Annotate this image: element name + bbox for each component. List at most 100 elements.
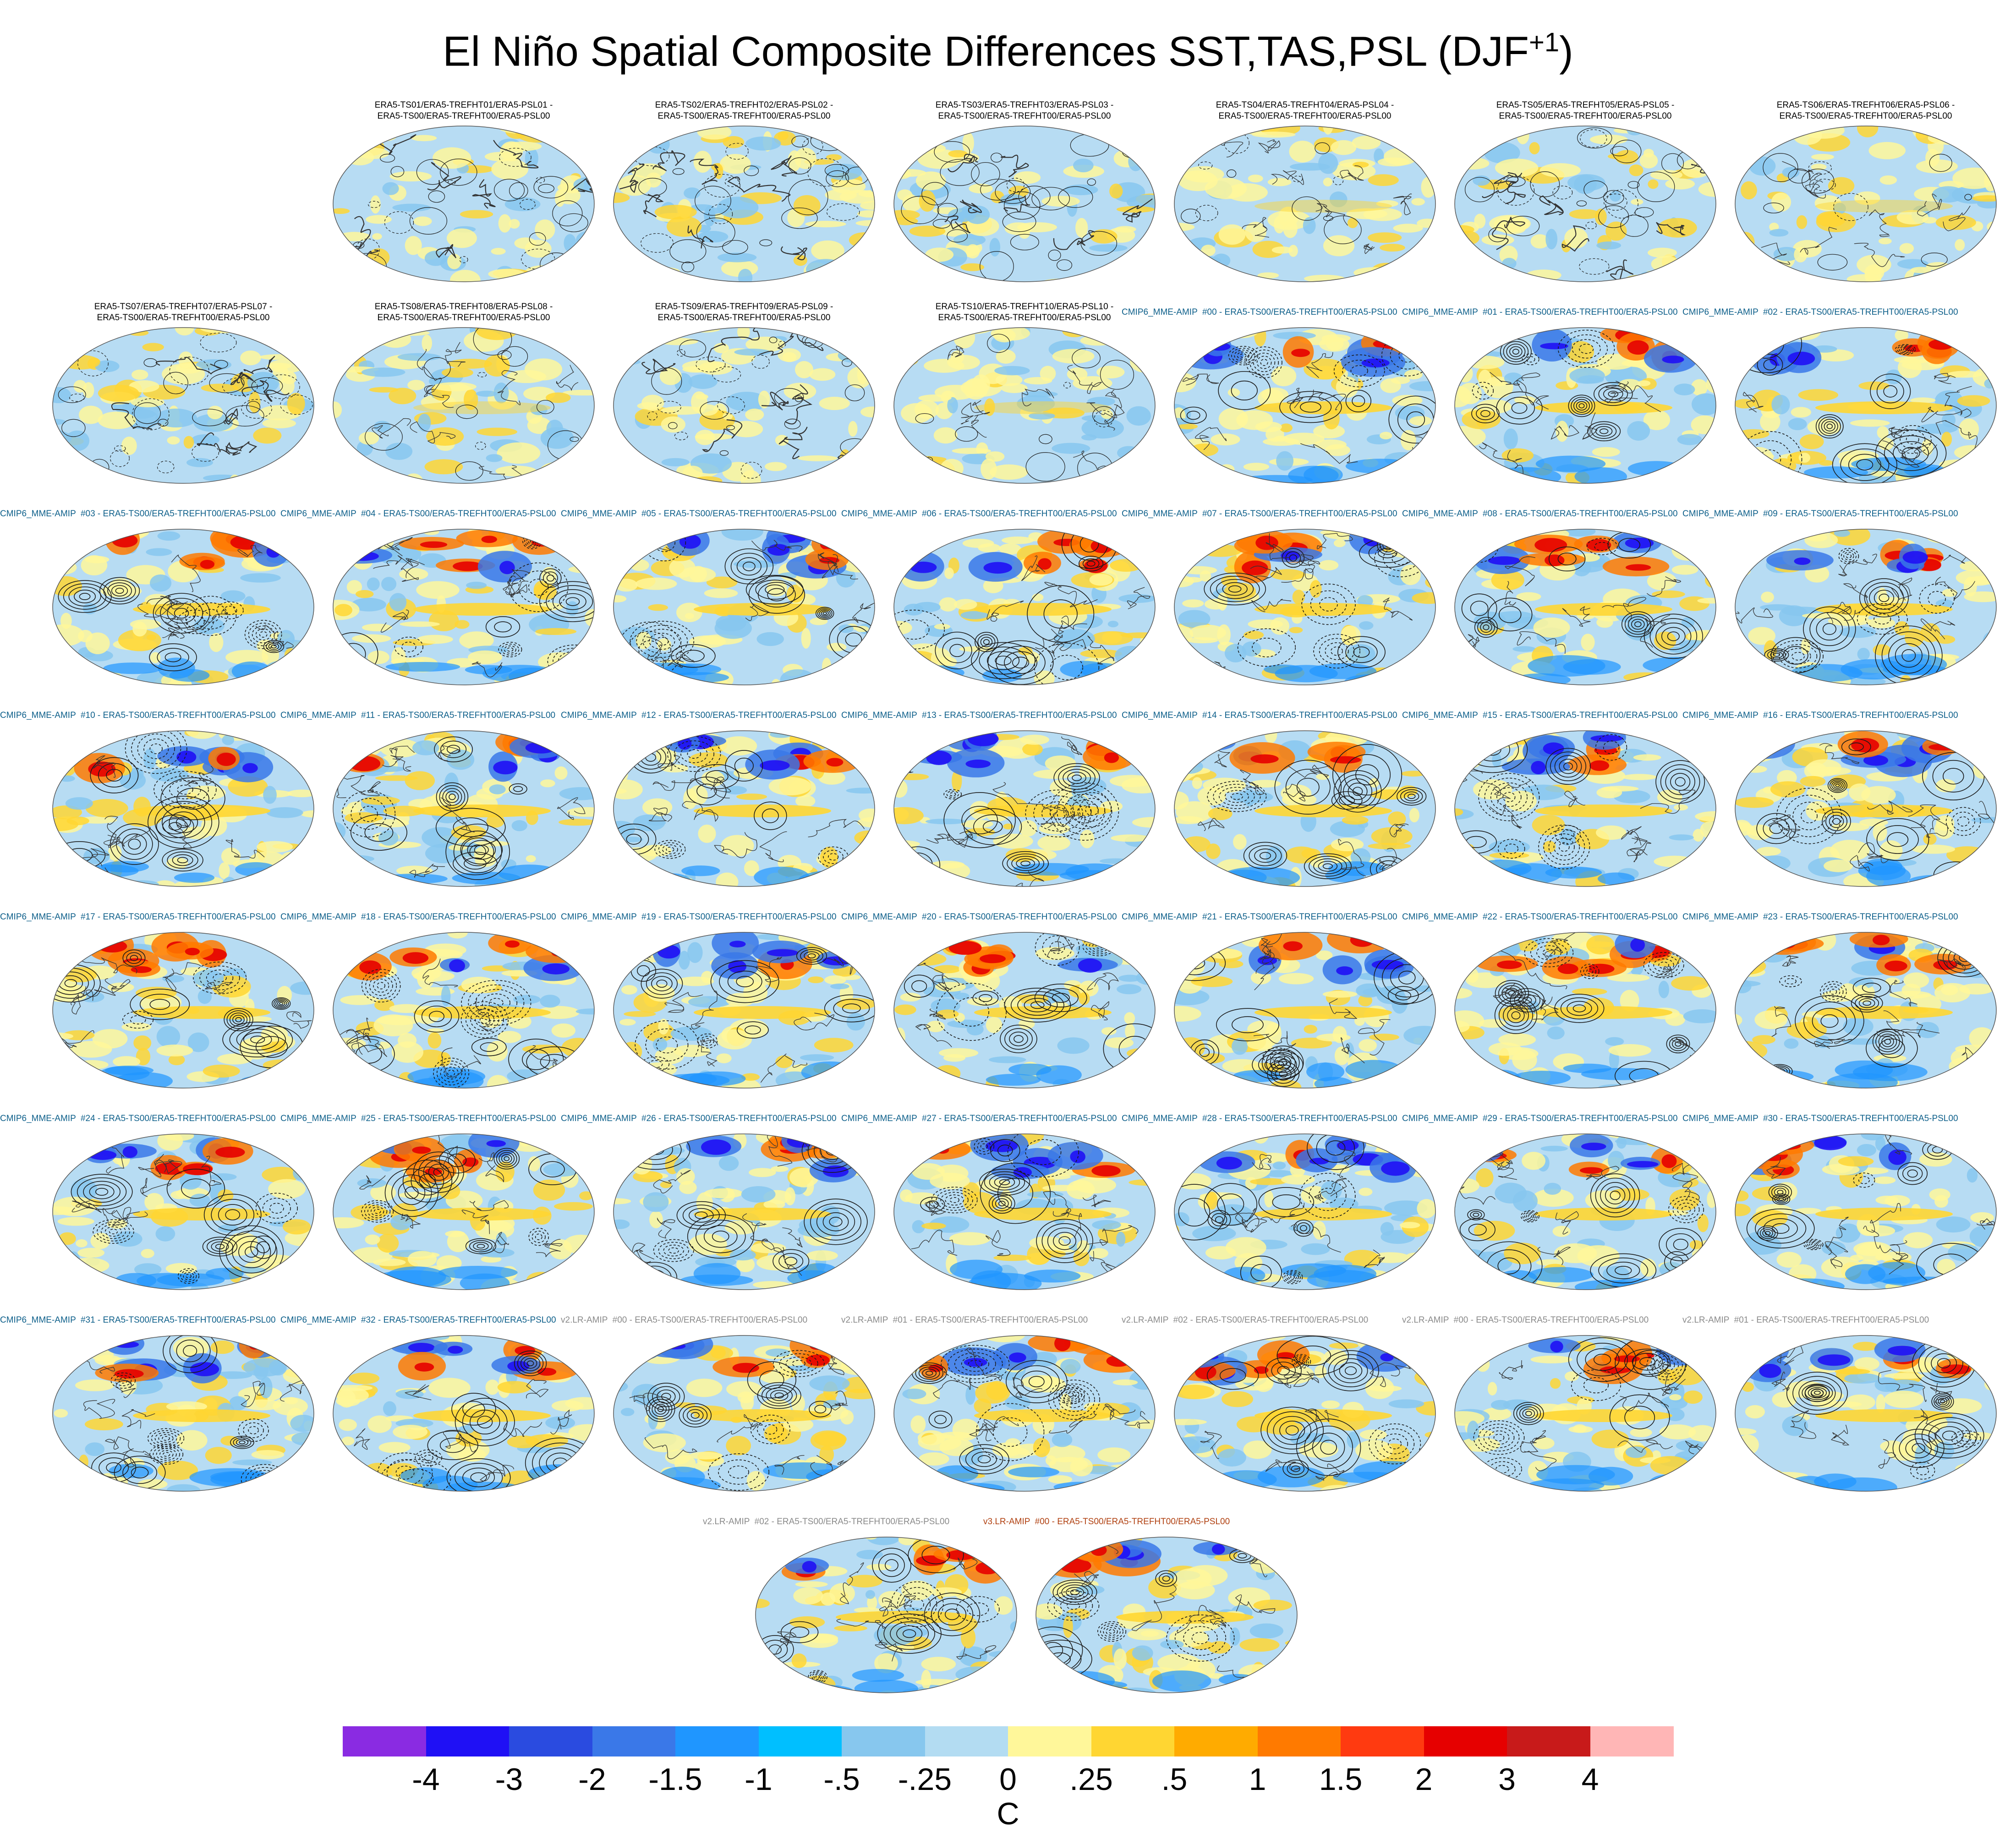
globe-map <box>893 1133 1156 1290</box>
panel-title: ERA5-TS09/ERA5-TREFHT09/ERA5-PSL09 - ERA… <box>655 302 833 323</box>
map-panel: CMIP6_MME-AMIP #09 - ERA5-TS00/ERA5-TREF… <box>1682 499 2003 692</box>
globe-map <box>1454 126 1716 282</box>
colorbar-tick-label: -1 <box>745 1762 772 1797</box>
panel-title: ERA5-TS07/ERA5-TREFHT07/ERA5-PSL07 - ERA… <box>94 302 273 323</box>
map-panel: v2.LR-AMIP #01 - ERA5-TS00/ERA5-TREFHT00… <box>1682 1306 2003 1498</box>
panel-title: CMIP6_MME-AMIP #15 - ERA5-TS00/ERA5-TREF… <box>1402 711 1678 720</box>
colorbar-swatch <box>1590 1726 1674 1756</box>
panel-title: ERA5-TS03/ERA5-TREFHT03/ERA5-PSL03 - ERA… <box>935 100 1114 121</box>
map-panel: CMIP6_MME-AMIP #15 - ERA5-TS00/ERA5-TREF… <box>1402 701 1723 893</box>
globe-map <box>1035 1537 1298 1693</box>
panel-title: v3.LR-AMIP #00 - ERA5-TS00/ERA5-TREFHT00… <box>983 1517 1230 1527</box>
colorbar-tick-label: -2 <box>578 1762 606 1797</box>
map-panel: CMIP6_MME-AMIP #30 - ERA5-TS00/ERA5-TREF… <box>1682 1104 2003 1297</box>
globe-map <box>1454 730 1716 887</box>
panel-title: CMIP6_MME-AMIP #30 - ERA5-TS00/ERA5-TREF… <box>1682 1114 1958 1123</box>
colorbar-tick-label: .5 <box>1161 1762 1188 1797</box>
panel-title: ERA5-TS05/ERA5-TREFHT05/ERA5-PSL05 - ERA… <box>1496 100 1675 121</box>
colorbar-units: C <box>997 1796 1019 1831</box>
globe-map <box>333 327 595 484</box>
map-panel: v3.LR-AMIP #00 - ERA5-TS00/ERA5-TREFHT00… <box>983 1507 1304 1700</box>
panel-title: CMIP6_MME-AMIP #01 - ERA5-TS00/ERA5-TREF… <box>1402 307 1678 317</box>
map-panel: CMIP6_MME-AMIP #21 - ERA5-TS00/ERA5-TREF… <box>1122 903 1442 1095</box>
map-panel: CMIP6_MME-AMIP #00 - ERA5-TS00/ERA5-TREF… <box>1122 298 1442 490</box>
panel-title: v2.LR-AMIP #00 - ERA5-TS00/ERA5-TREFHT00… <box>1402 1315 1649 1325</box>
map-panel: ERA5-TS07/ERA5-TREFHT07/ERA5-PSL07 - ERA… <box>46 298 321 490</box>
panel-title: ERA5-TS02/ERA5-TREFHT02/ERA5-PSL02 - ERA… <box>655 100 833 121</box>
map-panel: CMIP6_MME-AMIP #14 - ERA5-TS00/ERA5-TREF… <box>1122 701 1442 893</box>
map-panel: CMIP6_MME-AMIP #11 - ERA5-TS00/ERA5-TREF… <box>280 701 601 893</box>
map-panel: CMIP6_MME-AMIP #13 - ERA5-TS00/ERA5-TREF… <box>841 701 1162 893</box>
map-panel: CMIP6_MME-AMIP #04 - ERA5-TS00/ERA5-TREF… <box>280 499 601 692</box>
globe-map <box>1735 932 1997 1089</box>
colorbar-swatch <box>842 1726 926 1756</box>
map-panel: CMIP6_MME-AMIP #03 - ERA5-TS00/ERA5-TREF… <box>0 499 321 692</box>
globe-map <box>1454 529 1716 685</box>
globe-map <box>52 730 314 887</box>
panel-title: CMIP6_MME-AMIP #18 - ERA5-TS00/ERA5-TREF… <box>280 912 556 922</box>
colorbar-swatch <box>592 1726 676 1756</box>
map-panel: ERA5-TS02/ERA5-TREFHT02/ERA5-PSL02 - ERA… <box>607 96 882 289</box>
map-panel: CMIP6_MME-AMIP #20 - ERA5-TS00/ERA5-TREF… <box>841 903 1162 1095</box>
globe-map <box>1735 1335 1997 1492</box>
globe-map <box>1735 529 1997 685</box>
colorbar-tick-label: .25 <box>1069 1762 1113 1797</box>
map-panel: CMIP6_MME-AMIP #23 - ERA5-TS00/ERA5-TREF… <box>1682 903 2003 1095</box>
globe-map <box>1735 1133 1997 1290</box>
colorbar-swatch <box>426 1726 509 1756</box>
colorbar-swatch <box>758 1726 842 1756</box>
map-panel: ERA5-TS04/ERA5-TREFHT04/ERA5-PSL04 - ERA… <box>1167 96 1442 289</box>
map-panel: CMIP6_MME-AMIP #16 - ERA5-TS00/ERA5-TREF… <box>1682 701 2003 893</box>
chart-title-closing: ) <box>1559 28 1573 75</box>
map-panel: CMIP6_MME-AMIP #24 - ERA5-TS00/ERA5-TREF… <box>0 1104 321 1297</box>
panel-title: CMIP6_MME-AMIP #12 - ERA5-TS00/ERA5-TREF… <box>561 711 837 720</box>
map-panel: CMIP6_MME-AMIP #32 - ERA5-TS00/ERA5-TREF… <box>280 1306 601 1498</box>
map-panel: CMIP6_MME-AMIP #29 - ERA5-TS00/ERA5-TREF… <box>1402 1104 1723 1297</box>
globe-map <box>613 1133 875 1290</box>
panel-title: CMIP6_MME-AMIP #17 - ERA5-TS00/ERA5-TREF… <box>0 912 276 922</box>
panel-title: CMIP6_MME-AMIP #27 - ERA5-TS00/ERA5-TREF… <box>841 1114 1117 1123</box>
colorbar-tick-label: -1.5 <box>648 1762 702 1797</box>
globe-map <box>1454 327 1716 484</box>
globe-map <box>893 730 1156 887</box>
globe-map <box>893 327 1156 484</box>
map-panel: CMIP6_MME-AMIP #01 - ERA5-TS00/ERA5-TREF… <box>1402 298 1723 490</box>
map-panel: ERA5-TS03/ERA5-TREFHT03/ERA5-PSL03 - ERA… <box>887 96 1162 289</box>
map-panel: v2.LR-AMIP #00 - ERA5-TS00/ERA5-TREFHT00… <box>1402 1306 1723 1498</box>
panel-title: CMIP6_MME-AMIP #02 - ERA5-TS00/ERA5-TREF… <box>1682 307 1958 317</box>
globe-map <box>1454 1133 1716 1290</box>
map-panel: ERA5-TS05/ERA5-TREFHT05/ERA5-PSL05 - ERA… <box>1448 96 1723 289</box>
map-panel: CMIP6_MME-AMIP #06 - ERA5-TS00/ERA5-TREF… <box>841 499 1162 692</box>
colorbar-swatch <box>675 1726 759 1756</box>
panel-title: ERA5-TS06/ERA5-TREFHT06/ERA5-PSL06 - ERA… <box>1776 100 1955 121</box>
panel-title: CMIP6_MME-AMIP #16 - ERA5-TS00/ERA5-TREF… <box>1682 711 1958 720</box>
map-panel: CMIP6_MME-AMIP #02 - ERA5-TS00/ERA5-TREF… <box>1682 298 2003 490</box>
map-panel: CMIP6_MME-AMIP #22 - ERA5-TS00/ERA5-TREF… <box>1402 903 1723 1095</box>
globe-map <box>333 529 595 685</box>
panel-title: v2.LR-AMIP #02 - ERA5-TS00/ERA5-TREFHT00… <box>703 1517 950 1527</box>
globe-map <box>1735 126 1997 282</box>
colorbar-tick-label: -.5 <box>823 1762 860 1797</box>
chart-title-text: El Niño Spatial Composite Differences SS… <box>443 28 1529 75</box>
colorbar-swatch <box>1091 1726 1175 1756</box>
panel-title: CMIP6_MME-AMIP #19 - ERA5-TS00/ERA5-TREF… <box>561 912 837 922</box>
globe-map <box>755 1537 1017 1693</box>
chart-title-superscript: +1 <box>1528 27 1560 57</box>
panel-title: CMIP6_MME-AMIP #07 - ERA5-TS00/ERA5-TREF… <box>1122 509 1397 519</box>
colorbar-swatch <box>1341 1726 1424 1756</box>
map-panel: v2.LR-AMIP #02 - ERA5-TS00/ERA5-TREFHT00… <box>703 1507 1024 1700</box>
map-panel: v2.LR-AMIP #02 - ERA5-TS00/ERA5-TREFHT00… <box>1122 1306 1442 1498</box>
globe-map <box>1174 1335 1436 1492</box>
globe-map <box>893 529 1156 685</box>
colorbar-swatch <box>509 1726 593 1756</box>
colorbar-swatch <box>1507 1726 1591 1756</box>
globe-map <box>893 1335 1156 1492</box>
map-panel: ERA5-TS01/ERA5-TREFHT01/ERA5-PSL01 - ERA… <box>326 96 601 289</box>
panel-title: CMIP6_MME-AMIP #29 - ERA5-TS00/ERA5-TREF… <box>1402 1114 1678 1123</box>
globe-map <box>52 327 314 484</box>
globe-map <box>613 529 875 685</box>
map-panel: v2.LR-AMIP #00 - ERA5-TS00/ERA5-TREFHT00… <box>561 1306 882 1498</box>
map-panel: CMIP6_MME-AMIP #18 - ERA5-TS00/ERA5-TREF… <box>280 903 601 1095</box>
globe-map <box>333 730 595 887</box>
colorbar-swatch <box>1008 1726 1092 1756</box>
